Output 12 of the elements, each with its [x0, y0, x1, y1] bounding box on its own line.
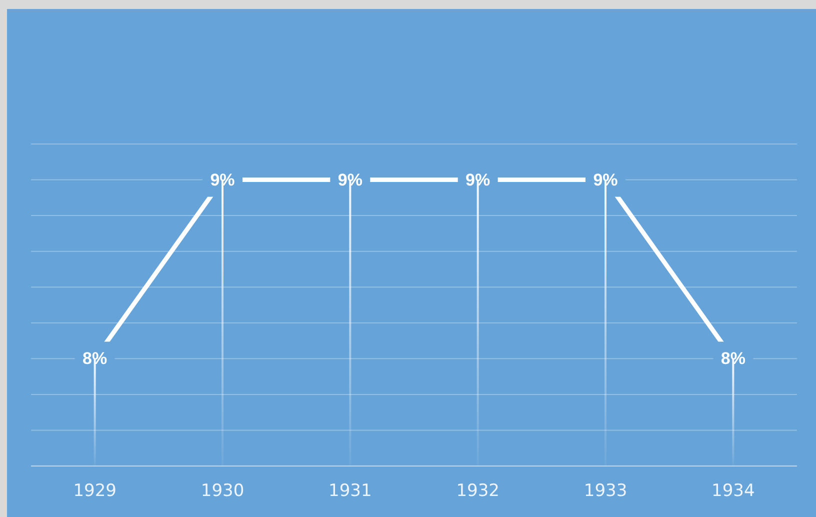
data-label: 9%: [210, 170, 235, 190]
x-tick-label: 1930: [200, 481, 244, 502]
x-tick-label: 1931: [328, 481, 372, 502]
x-tick-label: 1929: [73, 481, 116, 502]
x-tick-label: 1933: [584, 481, 628, 502]
data-label: 8%: [82, 349, 108, 368]
data-label: 9%: [593, 170, 618, 190]
data-label: 9%: [338, 170, 362, 190]
data-label: 8%: [720, 349, 746, 368]
x-tick-label: 1934: [712, 481, 755, 502]
x-tick-label: 1932: [456, 481, 500, 502]
data-label: 9%: [466, 170, 490, 190]
